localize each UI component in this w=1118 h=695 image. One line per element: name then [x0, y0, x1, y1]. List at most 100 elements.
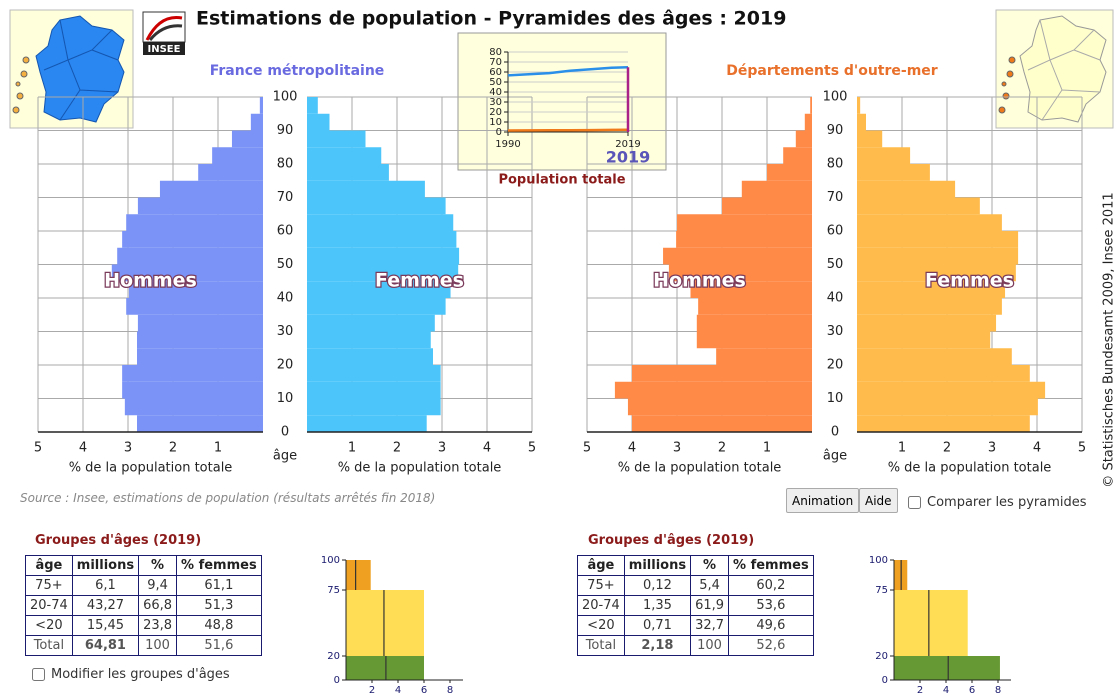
- table-cell: 15,45: [71, 615, 140, 636]
- bar: [307, 214, 454, 231]
- age-tick-label: 70: [827, 190, 844, 205]
- age-axis-label: âge: [273, 449, 297, 464]
- y-tick-label: 20: [489, 107, 502, 118]
- age-tick-label: 60: [277, 224, 294, 239]
- table-cell: 66,8: [138, 595, 178, 616]
- table-row: 75+ 6,1 9,4 61,1: [25, 575, 262, 596]
- bar: [212, 147, 263, 164]
- x-tick-label: 8: [447, 685, 453, 695]
- animation-button[interactable]: Animation: [786, 488, 860, 513]
- bar: [804, 113, 812, 131]
- x-tick-label: 3: [438, 441, 446, 456]
- x-tick-label: 3: [988, 441, 996, 456]
- age-group-table: âge millions%% femmes 75+ 6,1 9,4 61,1 20-74 43…: [25, 555, 262, 656]
- series-label: Hommes: [104, 270, 197, 292]
- bar: [857, 331, 991, 349]
- bar: [857, 314, 997, 332]
- table-cell: 53,6: [728, 595, 814, 616]
- table-title: Groupes d'âges (2019): [35, 533, 202, 548]
- modify-option[interactable]: Modifier les groupes d'âges: [32, 667, 230, 682]
- bar: [122, 381, 264, 399]
- bar: [250, 113, 263, 131]
- modify-checkbox[interactable]: [32, 668, 45, 681]
- table-cell: 61,9: [690, 595, 730, 616]
- bar: [307, 264, 459, 282]
- copyright: © Statistisches Bundesamt 2009, Insee 20…: [1102, 192, 1117, 487]
- bar: [696, 331, 812, 349]
- bar: [137, 197, 263, 215]
- age-tick-label: 0: [831, 425, 839, 440]
- y-tick-label: 0: [334, 675, 340, 686]
- y-tick-label: 30: [489, 97, 502, 108]
- x-tick-label: 1: [214, 441, 222, 456]
- header-cell: âge: [577, 555, 625, 576]
- x-axis-label: % de la population totale: [618, 461, 782, 476]
- compare-option[interactable]: Comparer les pyramides: [908, 495, 1087, 510]
- header-cell: % femmes: [728, 555, 814, 576]
- bar: [307, 247, 460, 265]
- x-axis-label: % de la population totale: [69, 461, 233, 476]
- series-label: Femmes: [375, 270, 464, 292]
- age-tick-label: 40: [827, 291, 844, 306]
- x-tick-label: 2019: [615, 139, 640, 150]
- age-tick-label: 80: [277, 157, 294, 172]
- table-cell: 51,3: [176, 595, 262, 616]
- bar: [857, 348, 1012, 365]
- x-tick-label: 1: [763, 441, 771, 456]
- bar: [894, 656, 1000, 680]
- mini-chart-caption: Population totale: [498, 173, 625, 188]
- x-tick-label: 4: [395, 685, 401, 695]
- x-tick-label: 5: [583, 441, 591, 456]
- bar: [857, 214, 1002, 231]
- y-tick-label: 100: [869, 555, 888, 566]
- header-cell: % femmes: [176, 555, 262, 576]
- x-tick-label: 4: [943, 685, 949, 695]
- bar: [690, 281, 812, 298]
- compare-checkbox[interactable]: [908, 496, 921, 509]
- bar: [259, 97, 263, 114]
- bar: [307, 398, 441, 416]
- table-cell: 52,6: [728, 635, 814, 656]
- x-tick-label: 2: [169, 441, 177, 456]
- x-tick-label: 2: [718, 441, 726, 456]
- bar: [857, 180, 956, 198]
- age-tick-label: 30: [277, 324, 294, 339]
- age-tick-label: 100: [273, 90, 298, 105]
- table-row: 75+ 0,12 5,4 60,2: [577, 575, 814, 596]
- x-tick-label: 4: [79, 441, 87, 456]
- map-regions: [1027, 19, 1101, 121]
- table-cell: 100: [138, 635, 178, 656]
- bar: [307, 231, 457, 248]
- age-tick-label: 10: [277, 391, 294, 406]
- x-tick-label: 1990: [495, 139, 520, 150]
- age-tick-label: 70: [277, 190, 294, 205]
- help-button[interactable]: Aide: [859, 488, 898, 513]
- bar: [137, 314, 263, 332]
- age-tick-label: 50: [277, 257, 294, 272]
- series-label: Femmes: [925, 270, 1014, 292]
- table-row: Total 2,18 100 52,6: [577, 635, 814, 656]
- table-cell: Total: [577, 635, 625, 656]
- table-cell: 75+: [577, 575, 625, 596]
- header-cell: millions: [71, 555, 140, 576]
- age-tick-label: 40: [277, 291, 294, 306]
- x-tick-label: 3: [673, 441, 681, 456]
- bar: [307, 415, 427, 432]
- table-cell: 0,71: [623, 615, 692, 636]
- x-tick-label: 4: [483, 441, 491, 456]
- age-group-table: âge millions%% femmes 75+ 0,12 5,4 60,2 20-74 1…: [577, 555, 814, 656]
- bar: [126, 214, 263, 231]
- bar: [307, 298, 446, 315]
- x-tick-label: 2: [369, 685, 375, 695]
- bar: [632, 365, 812, 382]
- table-cell: 2,18: [623, 635, 692, 656]
- bar: [857, 365, 1030, 382]
- x-tick-label: 5: [34, 441, 42, 456]
- bar: [307, 331, 431, 349]
- bar: [307, 281, 451, 298]
- bar: [307, 348, 433, 365]
- table-row: <20 0,71 32,7 49,6: [577, 615, 814, 636]
- y-tick-label: 75: [327, 585, 340, 596]
